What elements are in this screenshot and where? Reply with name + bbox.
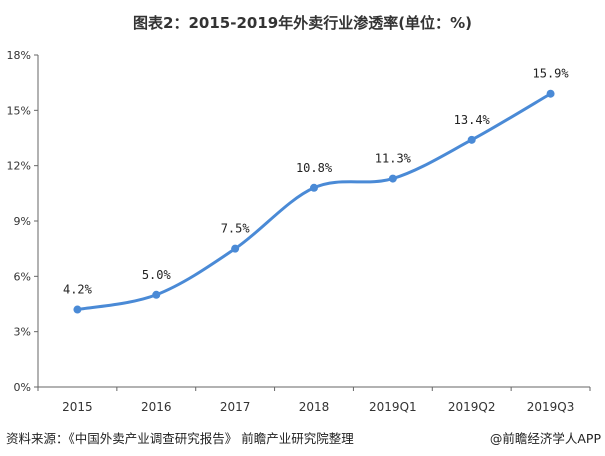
- data-point: [231, 244, 240, 253]
- y-tick-label: 9%: [14, 215, 31, 228]
- x-tick-label: 2019Q3: [527, 400, 575, 414]
- data-point: [73, 305, 82, 314]
- x-tick-label: 2016: [141, 400, 172, 414]
- y-tick-label: 6%: [14, 270, 31, 283]
- data-label: 4.2%: [63, 283, 93, 297]
- data-point: [388, 174, 397, 183]
- x-tick-label: 2015: [62, 400, 93, 414]
- data-point: [467, 135, 476, 144]
- y-tick-label: 15%: [7, 104, 31, 117]
- credit: @前瞻经济学人APP: [489, 431, 601, 446]
- data-point: [546, 89, 555, 98]
- y-tick-label: 0%: [14, 381, 31, 394]
- data-point: [310, 183, 318, 192]
- x-tick-label: 2019Q2: [448, 400, 496, 414]
- data-label: 5.0%: [142, 268, 172, 282]
- chart-title: 图表2：2015-2019年外卖行业渗透率(单位：%): [133, 14, 472, 32]
- data-point: [152, 290, 161, 299]
- data-label: 10.8%: [296, 161, 333, 175]
- data-label: 11.3%: [375, 152, 412, 166]
- x-tick-label: 2017: [220, 400, 251, 414]
- x-tick-label: 2019Q1: [369, 400, 417, 414]
- data-label: 13.4%: [454, 113, 491, 127]
- data-label: 15.9%: [533, 67, 570, 81]
- x-tick-label: 2018: [299, 400, 330, 414]
- data-label: 7.5%: [221, 222, 251, 236]
- source-note: 资料来源：《中国外卖产业调查研究报告》 前瞻产业研究院整理: [6, 431, 354, 446]
- y-tick-label: 18%: [7, 49, 31, 62]
- y-tick-label: 12%: [7, 160, 31, 173]
- y-tick-label: 3%: [14, 326, 31, 339]
